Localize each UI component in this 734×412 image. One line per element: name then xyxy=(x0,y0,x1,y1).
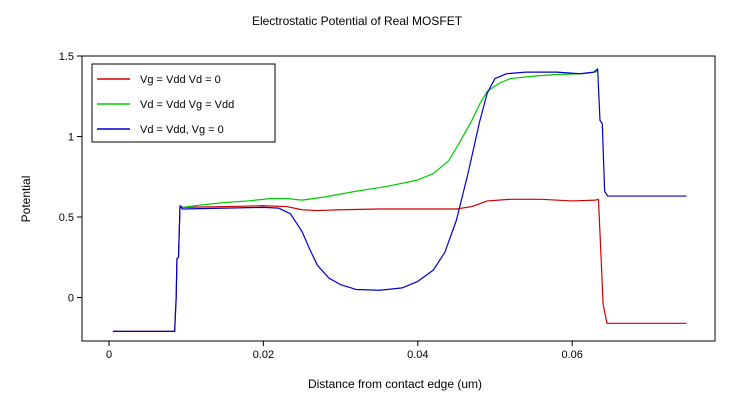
y-tick-label: 1 xyxy=(68,132,74,144)
x-axis-label: Distance from contact edge (um) xyxy=(308,377,482,391)
series-line-3 xyxy=(112,68,687,332)
series-layer xyxy=(112,68,687,332)
x-tick-label: 0.04 xyxy=(407,349,428,361)
y-tick-label: 0 xyxy=(68,293,74,305)
legend-label-2: Vd = Vdd Vg = Vdd xyxy=(140,99,234,111)
series-line-2 xyxy=(182,69,599,208)
legend: Vg = Vdd Vd = 0 Vd = Vdd Vg = Vdd Vd = Vdd… xyxy=(91,63,276,143)
x-tick-label: 0 xyxy=(106,349,112,361)
y-axis: 0 0.5 1 1.5 xyxy=(59,51,82,305)
legend-label-1: Vg = Vdd Vd = 0 xyxy=(140,74,221,86)
y-tick-label: 0.5 xyxy=(59,212,74,224)
legend-label-3: Vd = Vdd, Vg = 0 xyxy=(140,124,224,136)
x-tick-label: 0.06 xyxy=(561,349,582,361)
y-tick-label: 1.5 xyxy=(59,51,74,63)
y-axis-label: Potential xyxy=(19,176,33,223)
x-tick-label: 0.02 xyxy=(253,349,274,361)
x-axis: 0 0.02 0.04 0.06 xyxy=(106,341,583,361)
chart-title: Electrostatic Potential of Real MOSFET xyxy=(252,14,463,28)
